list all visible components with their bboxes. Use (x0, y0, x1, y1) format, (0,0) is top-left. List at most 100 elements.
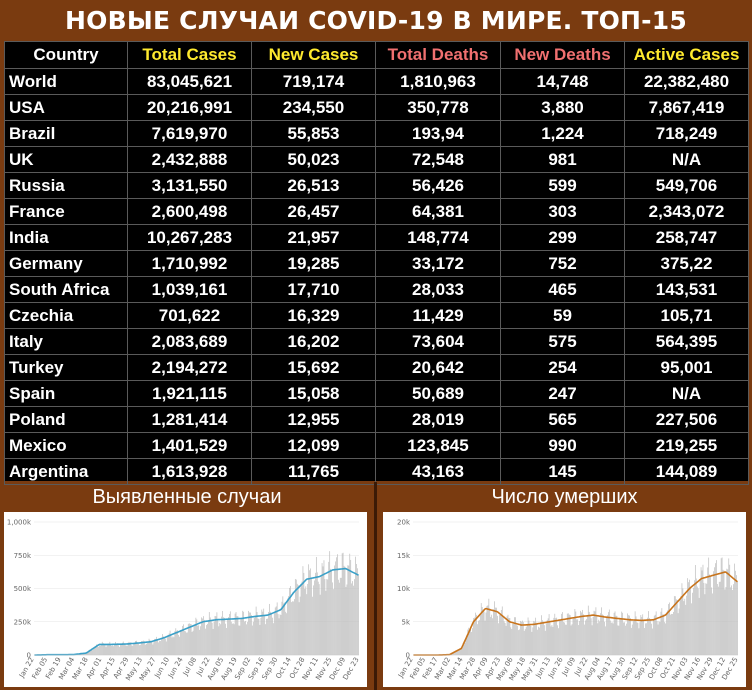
daily-bar (706, 583, 708, 655)
daily-bar (105, 647, 107, 655)
table-row[interactable]: World 83,045,621 719,174 1,810,963 14,748 22,… (4, 68, 749, 95)
daily-bar (161, 638, 162, 655)
daily-bar (521, 621, 522, 655)
daily-bar (307, 583, 309, 655)
daily-bar (454, 651, 455, 655)
table-row[interactable]: India 10,267,283 21,957 148,774 299 258,747 (4, 224, 749, 251)
daily-bar (486, 605, 488, 655)
table-row[interactable]: Mexico 1,401,529 12,099 123,845 990 219,255 (4, 432, 749, 459)
daily-bar (700, 567, 702, 655)
daily-bar (200, 626, 201, 655)
daily-bar (121, 642, 123, 655)
daily-bar (228, 617, 229, 655)
value-cell: 26,513 (251, 172, 376, 199)
daily-bar (721, 557, 723, 655)
table-row[interactable]: Czechia 701,622 16,329 11,429 59 105,71 (4, 302, 749, 329)
daily-bar (209, 617, 211, 655)
table-row[interactable]: Brazil 7,619,970 55,853 193,94 1,224 718,249 (4, 120, 749, 147)
daily-bar (95, 646, 96, 655)
daily-bar (504, 622, 506, 655)
country-cell: Turkey (4, 354, 128, 381)
daily-bar (214, 615, 216, 655)
daily-bar (490, 616, 492, 655)
daily-bar (649, 618, 650, 655)
daily-bar (275, 606, 277, 655)
table-row[interactable]: UK 2,432,888 50,023 72,548 981 N/A (4, 146, 749, 173)
value-cell: 15,058 (251, 380, 376, 407)
country-cell: UK (4, 146, 128, 173)
daily-bar (471, 631, 472, 655)
value-cell: 145 (500, 458, 625, 485)
daily-bar (188, 623, 190, 655)
daily-bar (647, 617, 648, 655)
daily-bar (635, 616, 637, 655)
daily-bar (553, 617, 555, 655)
table-row[interactable]: Argentina 1,613,928 11,765 43,163 145 144,089 (4, 458, 749, 485)
daily-bar (477, 624, 478, 655)
header-active-cases[interactable]: Active Cases (624, 41, 749, 69)
daily-bar (502, 617, 504, 655)
daily-bar (578, 625, 580, 655)
value-cell: 227,506 (624, 406, 749, 433)
daily-bar (229, 611, 231, 655)
daily-bar (245, 620, 246, 655)
daily-bar (513, 623, 515, 655)
table-row[interactable]: Turkey 2,194,272 15,692 20,642 254 95,001 (4, 354, 749, 381)
daily-bar (289, 587, 290, 655)
header-new-deaths[interactable]: New Deaths (500, 41, 625, 69)
daily-bar (545, 623, 547, 655)
daily-bar (517, 625, 518, 655)
daily-bar (685, 604, 687, 655)
daily-bar (212, 628, 214, 655)
daily-bar (296, 583, 298, 655)
daily-bar (636, 622, 638, 655)
daily-bar (253, 617, 255, 655)
daily-bar (96, 644, 97, 655)
table-row[interactable]: USA 20,216,991 234,550 350,778 3,880 7,867,41… (4, 94, 749, 121)
daily-bar (600, 613, 602, 655)
daily-bar (519, 629, 520, 655)
header-total-deaths[interactable]: Total Deaths (375, 41, 501, 69)
table-row[interactable]: Russia 3,131,550 26,513 56,426 599 549,706 (4, 172, 749, 199)
table-row[interactable]: France 2,600,498 26,457 64,381 303 2,343,072 (4, 198, 749, 225)
daily-bar (349, 553, 351, 655)
daily-bar (494, 601, 495, 655)
daily-bar (599, 621, 601, 655)
daily-bar (624, 622, 625, 655)
daily-bar (131, 645, 133, 655)
daily-bar (335, 561, 336, 655)
daily-bar (142, 640, 144, 655)
deaths-chart: 0 5k 10k 15k 20k Jan 22 Feb 05 Feb 17 Mar 02 Mar … (383, 512, 746, 687)
daily-bar (594, 611, 596, 655)
daily-bar (719, 581, 721, 655)
daily-bar (457, 650, 459, 655)
daily-bar (521, 620, 523, 655)
value-cell: 701,622 (127, 302, 252, 329)
table-row[interactable]: South Africa 1,039,161 17,710 28,033 465 143,… (4, 276, 749, 303)
table-row[interactable]: Germany 1,710,992 19,285 33,172 752 375,22 (4, 250, 749, 277)
daily-bar (295, 579, 297, 655)
daily-bar (703, 582, 705, 655)
header-total-cases[interactable]: Total Cases (127, 41, 252, 69)
daily-bar (153, 642, 155, 655)
daily-bar (234, 613, 236, 655)
header-new-cases[interactable]: New Cases (251, 41, 376, 69)
daily-bar (555, 618, 557, 655)
value-cell: 3,880 (500, 94, 625, 121)
daily-bar (458, 650, 460, 655)
y-tick-label: 500k (14, 585, 32, 593)
daily-bar (631, 624, 633, 655)
cases-chart-title: Выявленные случаи (92, 485, 282, 508)
table-row[interactable]: Spain 1,921,115 15,058 50,689 247 N/A (4, 380, 749, 407)
daily-bar (699, 579, 701, 655)
table-row[interactable]: Italy 2,083,689 16,202 73,604 575 564,395 (4, 328, 749, 355)
daily-bar (173, 637, 175, 655)
daily-bar (134, 643, 136, 655)
daily-bar (602, 614, 603, 655)
daily-bar (576, 619, 578, 655)
daily-bar (597, 623, 599, 655)
daily-bar (317, 581, 319, 655)
daily-bar (155, 638, 157, 655)
header-country[interactable]: Country (4, 41, 128, 69)
table-row[interactable]: Poland 1,281,414 12,955 28,019 565 227,506 (4, 406, 749, 433)
